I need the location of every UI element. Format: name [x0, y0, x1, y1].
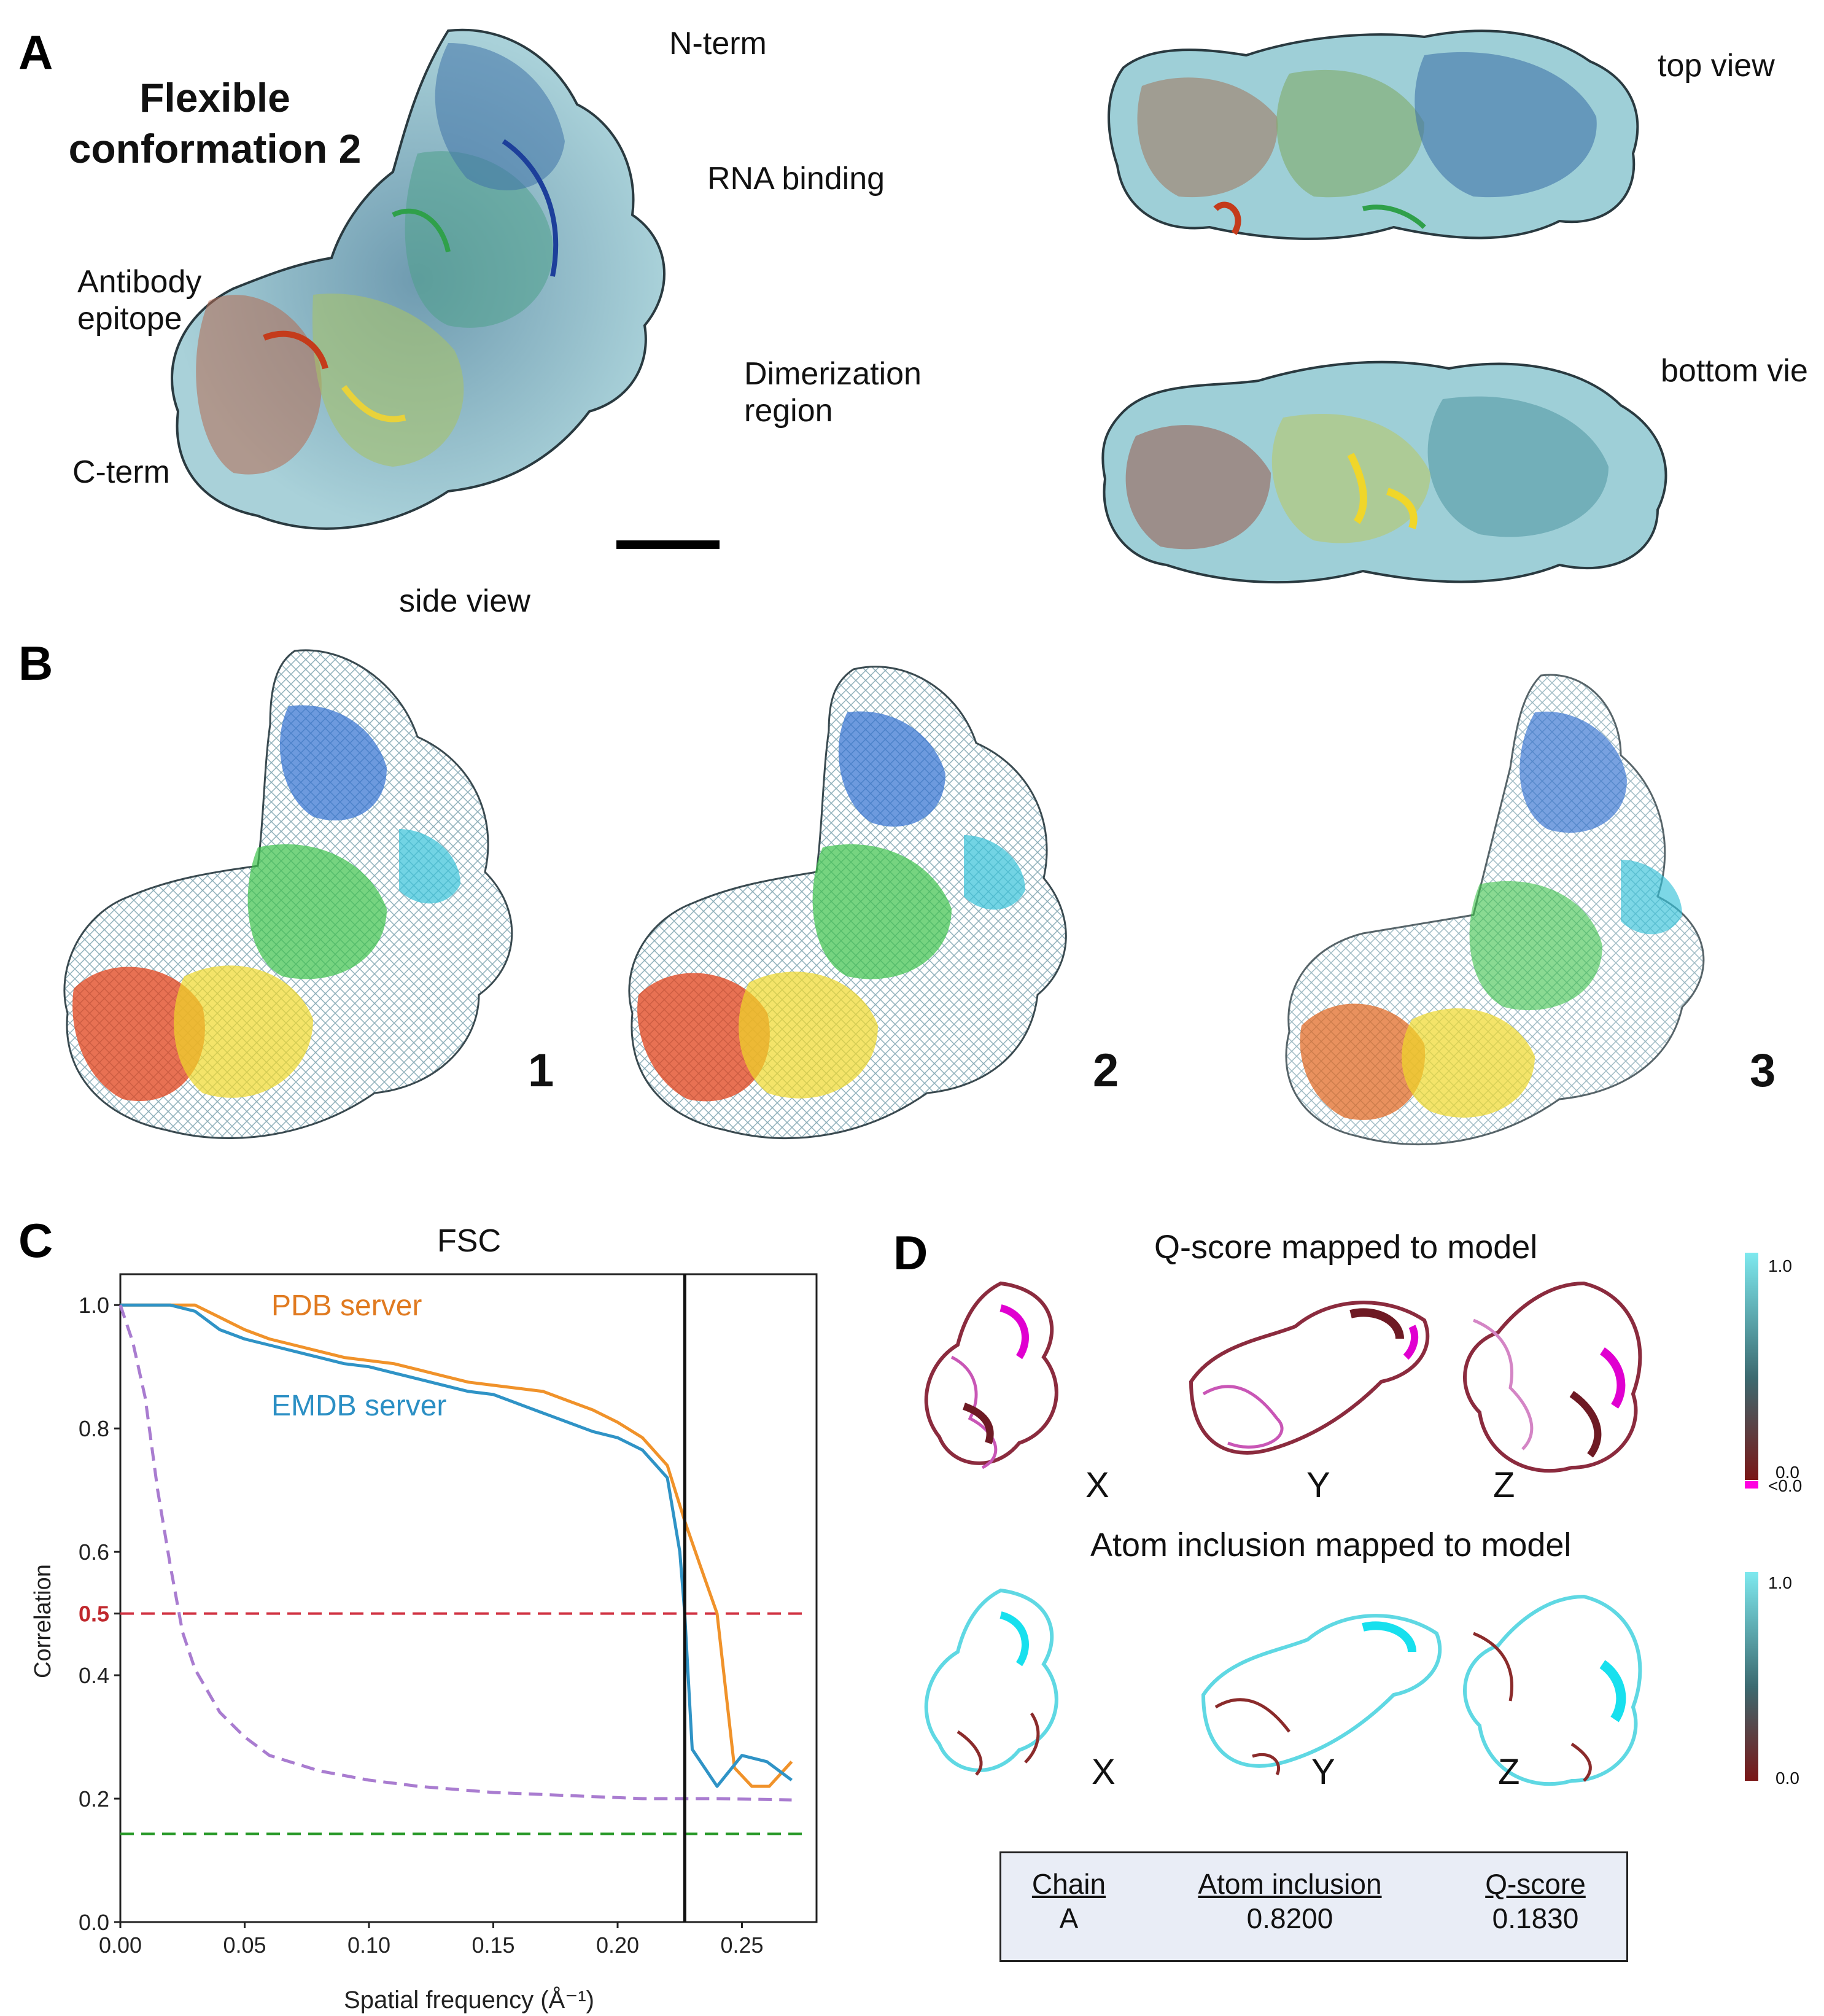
qscore-model-y	[1189, 1301, 1430, 1455]
atom-model-z	[1463, 1594, 1642, 1786]
atom-colorbar-bottom-label: 0.0	[1775, 1769, 1799, 1788]
qscore-view-y-label: Y	[1306, 1465, 1330, 1505]
table-col-chain: Chain A	[1014, 1867, 1124, 1936]
fsc-y-tick-label-1: 0.2	[79, 1786, 109, 1812]
mesh-model-3	[1285, 674, 1705, 1145]
atom-view-y-label: Y	[1311, 1752, 1335, 1792]
panel-a-letter: A	[18, 25, 53, 79]
mesh-model-1	[63, 649, 513, 1139]
table-cell-atom-inclusion: 0.8200	[1246, 1902, 1333, 1934]
panel-a-title-line1: Flexible	[139, 75, 290, 120]
qscore-model-x	[924, 1281, 1058, 1469]
qscore-colorbar-bottom-label: 0.0	[1775, 1463, 1799, 1482]
label-rna-binding: RNA binding	[707, 161, 885, 197]
fsc-y-tick-label-5: 0.8	[79, 1416, 109, 1441]
label-side-view: side view	[399, 583, 530, 619]
mesh-model-2	[628, 666, 1067, 1139]
table-header-qscore: Q-score	[1485, 1868, 1586, 1900]
fsc-series-line-2	[118, 1304, 792, 1802]
table-col-atom-inclusion: Atom inclusion 0.8200	[1173, 1867, 1407, 1936]
mesh-model-number-3: 3	[1750, 1045, 1776, 1097]
fsc-x-tick-label-3: 0.15	[472, 1932, 514, 1958]
label-antibody-line1: Antibody	[77, 264, 202, 300]
fsc-x-tick-label-1: 0.05	[223, 1932, 266, 1958]
bottom-view-density-image	[1101, 360, 1667, 584]
fsc-x-tick-label-2: 0.10	[347, 1932, 390, 1958]
fsc-y-tick-label-6: 1.0	[79, 1293, 109, 1318]
label-dimerization-line2: region	[744, 392, 833, 429]
fsc-legend-pdb: PDB server	[271, 1290, 422, 1322]
side-view-density-image	[171, 28, 666, 530]
table-cell-qscore: 0.1830	[1492, 1902, 1579, 1934]
fsc-xlabel: Spatial frequency (Å⁻¹)	[344, 1986, 594, 2014]
fsc-chart-title: FSC	[437, 1223, 501, 1259]
panel-b-letter: B	[18, 636, 53, 690]
scale-bar	[616, 540, 720, 549]
fsc-y-tick-label-4: 0.6	[79, 1539, 109, 1565]
label-antibody-line2: epitope	[77, 300, 182, 337]
mesh-model-number-1: 1	[528, 1045, 554, 1097]
qscore-model-z	[1463, 1281, 1642, 1473]
fsc-legend-emdb: EMDB server	[271, 1390, 446, 1422]
qscore-colorbar-neg-label: <0.0	[1768, 1476, 1803, 1495]
panel-a-title-line2: conformation 2	[68, 125, 362, 171]
atom-colorbar	[1745, 1572, 1758, 1781]
qscore-title: Q-score mapped to model	[1154, 1229, 1538, 1266]
panel-a-title: Flexible conformation 2	[43, 72, 387, 174]
top-view-density-image	[1108, 29, 1639, 240]
label-top-view: top view	[1658, 48, 1775, 84]
atom-model-x	[924, 1588, 1058, 1776]
label-dimerization-line1: Dimerization	[744, 356, 922, 392]
fsc-chart: FSC 0.0 0.2 0.4 0.5 0.6 0.8 1.0 0.00 0.05 0.10 0.1…	[30, 1223, 818, 2014]
atom-view-x-label: X	[1092, 1752, 1116, 1792]
atom-model-y	[1201, 1614, 1442, 1776]
qscore-view-x-label: X	[1085, 1465, 1109, 1505]
fsc-series-line-0	[120, 1303, 793, 1788]
panel-c-letter: C	[18, 1213, 53, 1267]
fsc-plot-area: 0.0 0.2 0.4 0.5 0.6 0.8 1.0 0.00 0.05 0.10 0.15 0.2…	[79, 1273, 818, 1958]
qscore-colorbar-neg-swatch	[1745, 1481, 1758, 1489]
mesh-model-number-2: 2	[1093, 1045, 1119, 1097]
fsc-ylabel: Correlation	[30, 1564, 56, 1678]
table-cell-chain: A	[1059, 1902, 1079, 1934]
label-n-term: N-term	[669, 26, 767, 61]
fsc-y-tick-label-2: 0.4	[79, 1663, 109, 1688]
qscore-colorbar-top-label: 1.0	[1768, 1256, 1792, 1275]
atom-colorbar-top-label: 1.0	[1768, 1573, 1792, 1592]
fsc-x-tick-label-4: 0.20	[596, 1932, 639, 1958]
panel-d-letter: D	[893, 1226, 928, 1280]
atom-view-z-label: Z	[1498, 1752, 1520, 1792]
label-bottom-view: bottom vie	[1661, 353, 1808, 389]
fsc-x-tick-label-5: 0.25	[720, 1932, 763, 1958]
qscore-colorbar	[1745, 1253, 1758, 1480]
table-header-atom-inclusion: Atom inclusion	[1198, 1868, 1382, 1900]
label-c-term: C-term	[72, 454, 170, 490]
label-antibody-epitope: Antibody epitope	[77, 264, 201, 338]
label-dimerization-region: Dimerization region	[744, 356, 922, 430]
table-header-chain: Chain	[1031, 1868, 1106, 1900]
fsc-y-tick-label-0: 0.0	[79, 1910, 109, 1935]
summary-table: Chain A Atom inclusion 0.8200 Q-score 0.…	[999, 1851, 1628, 1962]
atom-inclusion-title: Atom inclusion mapped to model	[1090, 1527, 1572, 1563]
qscore-view-z-label: Z	[1493, 1465, 1515, 1505]
fsc-x-tick-label-0: 0.00	[99, 1932, 142, 1958]
table-col-qscore: Q-score 0.1830	[1468, 1867, 1603, 1936]
fsc-y-tick-label-3: 0.5	[79, 1602, 109, 1627]
fsc-plot-frame	[119, 1273, 818, 1923]
